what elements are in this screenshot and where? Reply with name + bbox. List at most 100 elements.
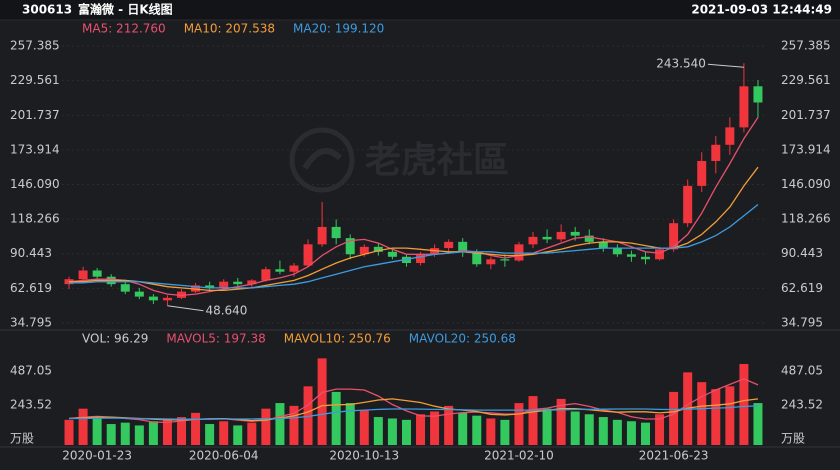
volume-bar	[120, 422, 130, 445]
y-tick-label-left: 90.443	[10, 246, 52, 260]
y-tick-label-left: 34.795	[10, 316, 52, 330]
volume-bar	[275, 403, 285, 445]
volume-bar	[205, 424, 215, 445]
volume-bar	[416, 414, 426, 445]
volume-bar	[331, 391, 341, 445]
volume-bar	[486, 418, 496, 445]
volume-bar	[317, 358, 327, 445]
x-tick-label: 2020-01-23	[62, 449, 132, 463]
candle-body	[219, 281, 229, 288]
candle-body	[387, 251, 397, 257]
volume-bar	[472, 415, 482, 445]
max-pointer	[707, 63, 744, 68]
header-bar	[0, 0, 840, 20]
y-tick-label-left: 146.090	[10, 177, 60, 191]
candle-body	[655, 249, 665, 260]
volume-bar	[373, 417, 383, 445]
y-tick-label-right: 173.914	[781, 142, 831, 156]
y-tick-label-right: 146.090	[781, 177, 831, 191]
volume-bar	[444, 405, 454, 445]
volume-bar	[162, 418, 172, 445]
candle-body	[177, 291, 187, 298]
volume-bar	[542, 408, 552, 445]
volume-bar	[626, 421, 636, 445]
x-tick-label: 2020-10-13	[329, 449, 399, 463]
volume-bar	[177, 417, 187, 445]
volume-bar	[711, 389, 721, 445]
volume-bar	[134, 425, 144, 445]
candle-body	[162, 297, 172, 301]
legend-entry: MAVOL5: 197.38	[166, 332, 265, 346]
volume-bar	[640, 422, 650, 445]
volume-bar	[500, 419, 510, 445]
y-tick-label-right: 34.795	[781, 316, 823, 330]
volume-bar	[528, 396, 538, 445]
candle-body	[148, 296, 158, 301]
y-tick-label-left: 487.05	[10, 363, 52, 377]
candle-body	[205, 285, 215, 288]
volume-bar	[359, 410, 369, 445]
volume-bar	[669, 391, 679, 445]
candle-body	[711, 144, 721, 161]
volume-bar	[219, 421, 229, 445]
y-tick-label-right: 229.561	[781, 73, 831, 87]
volume-bar	[598, 417, 608, 445]
candle-body	[345, 238, 355, 255]
legend-entry: MAVOL20: 250.68	[409, 332, 516, 346]
volume-bar	[387, 418, 397, 445]
stock-name: 富瀚微 - 日K线图	[78, 2, 173, 17]
volume-bar	[289, 405, 299, 445]
volume-bar	[64, 419, 74, 445]
volume-bar	[78, 408, 88, 445]
candle-body	[233, 281, 243, 285]
volume-bar	[725, 386, 735, 445]
x-tick-label: 2020-06-04	[189, 449, 259, 463]
volume-bar	[303, 386, 313, 445]
volume-bar	[92, 417, 102, 445]
candle-body	[275, 269, 285, 272]
candle-body	[542, 236, 552, 240]
y-tick-label-right: 257.385	[781, 39, 831, 53]
candle-body	[78, 270, 88, 280]
y-tick-label-right: 243.52	[781, 397, 823, 411]
y-tick-label-left: 173.914	[10, 142, 60, 156]
volume-bar	[458, 412, 468, 445]
watermark-text: 老虎社區	[365, 140, 509, 181]
candle-body	[486, 259, 496, 265]
y-tick-label-left: 257.385	[10, 39, 60, 53]
max-label: 243.540	[656, 57, 706, 71]
candle-body	[500, 259, 510, 261]
candle-body	[556, 231, 566, 240]
legend-entry: MA5: 212.760	[82, 22, 166, 36]
volume-bar	[514, 403, 524, 445]
candle-body	[92, 270, 102, 277]
candle-body	[289, 265, 299, 272]
candle-body	[303, 244, 313, 266]
x-tick-label: 2021-02-10	[484, 449, 554, 463]
volume-bar	[584, 414, 594, 445]
min-label: 48.640	[205, 303, 247, 317]
timestamp: 2021-09-03 12:44:49	[691, 3, 832, 17]
ma-line	[68, 117, 759, 297]
candle-body	[697, 160, 707, 186]
candle-body	[472, 251, 482, 265]
volume-bar	[655, 414, 665, 445]
min-pointer	[167, 305, 204, 312]
x-tick-label: 2021-06-23	[639, 449, 709, 463]
candle-body	[626, 254, 636, 257]
candle-body	[725, 127, 735, 145]
candle-body	[444, 241, 454, 249]
legend-entry: MA10: 207.538	[184, 22, 275, 36]
y-tick-label-left: 62.619	[10, 281, 52, 295]
volume-bar	[570, 411, 580, 445]
candle-body	[134, 291, 144, 297]
volume-bar	[233, 425, 243, 445]
volume-bar	[191, 412, 201, 445]
candle-body	[416, 254, 426, 264]
y-tick-label-left: 243.52	[10, 397, 52, 411]
candle-body	[373, 246, 383, 252]
y-tick-label-left: 万股	[10, 432, 34, 446]
candle-body	[739, 86, 749, 128]
watermark-logo-stroke	[302, 147, 343, 170]
volume-bar	[106, 424, 116, 445]
